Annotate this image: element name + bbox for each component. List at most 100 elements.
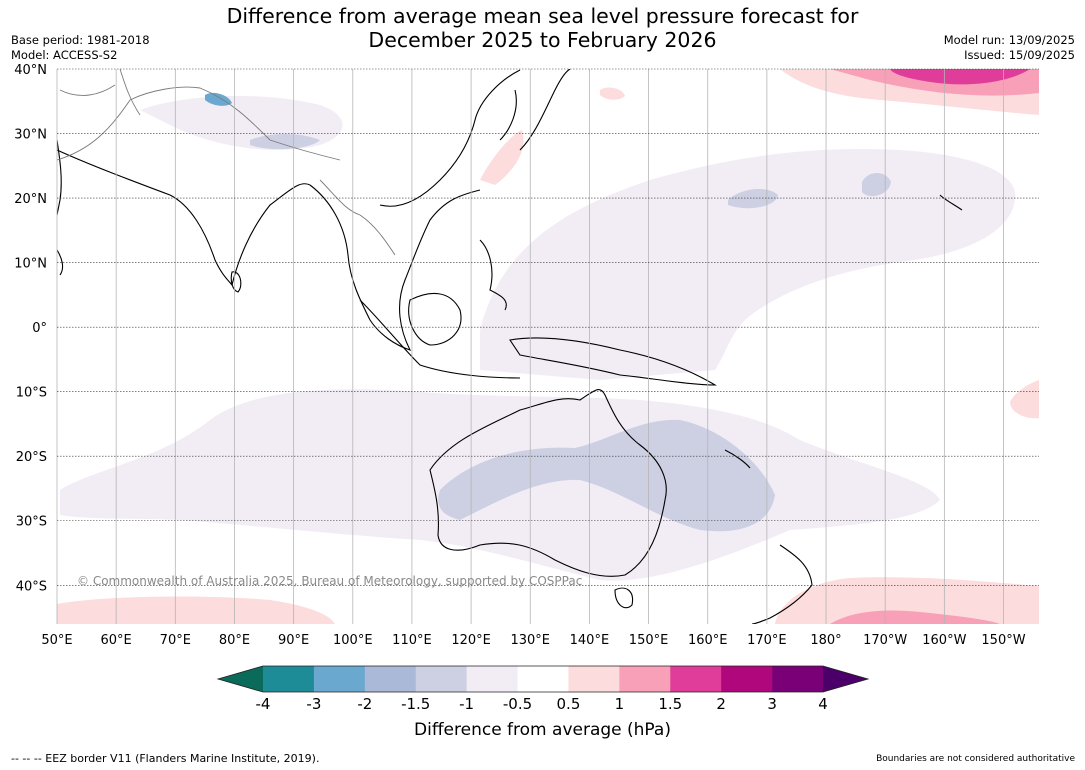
- latitude-tick-label: 40°N: [14, 63, 47, 78]
- boundaries-disclaimer: Boundaries are not considered authoritat…: [876, 754, 1075, 764]
- colorbar-tick-label: 1.5: [658, 695, 682, 713]
- anomaly-fields: [57, 69, 1039, 624]
- map-title: Difference from average mean sea level p…: [0, 4, 1085, 52]
- anomaly-region-pink-light-southwest: [57, 596, 335, 624]
- longitude-tick-label: 90°E: [278, 633, 309, 648]
- colorbar-bin: [517, 666, 569, 692]
- country-borders: [57, 69, 396, 256]
- colorbar-bin: [415, 666, 467, 692]
- longitude-tick-label: 60°E: [101, 633, 132, 648]
- latitude-tick-label: 10°S: [16, 386, 47, 401]
- title-line-1: Difference from average mean sea level p…: [226, 4, 859, 28]
- colorbar-tick-label: 4: [818, 695, 828, 713]
- copyright-notice: © Commonwealth of Australia 2025, Bureau…: [77, 574, 583, 588]
- longitude-tick-label: 150°E: [629, 633, 669, 648]
- longitude-tick-label: 80°E: [219, 633, 250, 648]
- longitude-tick-label: 100°E: [333, 633, 373, 648]
- colorbar-title: Difference from average (hPa): [414, 720, 671, 740]
- anomaly-region-periwinkle-pacific-1: [728, 188, 778, 209]
- colorbar-bin: [466, 666, 518, 692]
- anomaly-region-pink-medium-southeast: [830, 610, 1000, 624]
- colorbar-bin: [670, 666, 722, 692]
- coastline-tasmania: [614, 587, 634, 609]
- longitude-tick-label: 50°E: [41, 633, 72, 648]
- border-south-asia: [57, 86, 341, 161]
- coastlines: [57, 69, 963, 624]
- coastline-sri-lanka: [230, 271, 242, 293]
- colorbar-tick-label: 3: [767, 695, 777, 713]
- graticule: [56, 68, 1039, 624]
- colorbar-tick-label: -1.5: [401, 695, 430, 713]
- anomaly-region-pink-light-japan: [480, 130, 524, 185]
- colorbar-tick-label: -2: [357, 695, 372, 713]
- colorbar-bin: [568, 666, 620, 692]
- anomaly-region-pink-light-taiwan: [600, 87, 625, 100]
- colorbar-tick-label: 0.5: [557, 695, 581, 713]
- coastline-new-guinea: [509, 337, 717, 386]
- anomaly-region-pink-light-southeast: [775, 577, 1039, 624]
- coastline-sumatra-java: [359, 299, 521, 379]
- colorbar-tick-label: -1: [459, 695, 474, 713]
- model-text: Model: ACCESS-S2: [11, 48, 118, 62]
- coastline-australia: [429, 389, 667, 577]
- coastline-se-asia: [309, 184, 481, 351]
- colorbar-bin: [721, 666, 773, 692]
- coastline-new-caledonia: [724, 449, 751, 469]
- colorbar-bin: [364, 666, 417, 692]
- issued-text: Issued: 15/09/2025: [964, 48, 1075, 62]
- anomaly-region-blue-karakoram: [205, 92, 232, 106]
- border-mainland-se-asia: [319, 179, 396, 256]
- coastline-china: [379, 69, 521, 207]
- colorbar-tick-label: -0.5: [503, 695, 532, 713]
- anomaly-region-periwinkle-australia: [438, 419, 775, 532]
- coastline-arabia-africa: [57, 139, 64, 276]
- latitude-tick-label: 0°: [32, 321, 47, 336]
- colorbar-tick-label: -3: [306, 695, 321, 713]
- latitude-tick-label: 40°S: [16, 579, 47, 594]
- anomaly-region-lavender-north: [480, 149, 1016, 380]
- colorbar-tick-label: 2: [716, 695, 726, 713]
- latitude-tick-label: 30°N: [14, 128, 47, 143]
- colorbar-bin: [772, 666, 824, 692]
- title-line-2: December 2025 to February 2026: [368, 28, 717, 52]
- longitude-tick-label: 160°W: [922, 633, 966, 648]
- longitude-tick-label: 110°E: [392, 633, 432, 648]
- latitude-labels: 40°N 30°N 20°N 10°N 0° 10°S 20°S 30°S 40°S: [14, 63, 47, 594]
- meta-left: Base period: 1981-2018 Model: ACCESS-S2: [11, 33, 150, 63]
- anomaly-region-pink-light-east: [1010, 380, 1039, 419]
- eez-border-note: -- -- -- EEZ border V11 (Flanders Marine…: [11, 752, 320, 765]
- coastline-india: [57, 149, 311, 287]
- longitude-tick-label: 130°E: [510, 633, 550, 648]
- colorbar-tick-label: 1: [615, 695, 625, 713]
- coastline-hawaii: [939, 194, 963, 211]
- longitude-tick-label: 160°E: [688, 633, 728, 648]
- anomaly-region-pink-strong-north: [890, 69, 1030, 85]
- colorbar-bin: [313, 666, 366, 692]
- longitude-tick-label: 170°E: [747, 633, 787, 648]
- latitude-tick-label: 30°S: [16, 515, 47, 530]
- longitude-tick-label: 180°: [810, 633, 841, 648]
- anomaly-region-periwinkle-pacific-2: [862, 173, 891, 197]
- border-china-india: [119, 69, 141, 116]
- border-central-asia: [59, 84, 116, 96]
- colorbar-tick-labels: -4 -3 -2 -1.5 -1 -0.5 0.5 1 1.5 2 3 4: [256, 695, 828, 713]
- latitude-tick-label: 20°S: [16, 450, 47, 465]
- longitude-tick-label: 170°W: [863, 633, 907, 648]
- coastline-new-zealand: [751, 544, 813, 624]
- coastline-korea-japan: [499, 69, 571, 151]
- coastline-borneo: [408, 292, 462, 346]
- model-run-text: Model run: 13/09/2025: [943, 33, 1075, 47]
- longitude-tick-label: 70°E: [160, 633, 191, 648]
- meta-right: Model run: 13/09/2025 Issued: 15/09/2025: [944, 33, 1075, 63]
- base-period-text: Base period: 1981-2018: [11, 33, 150, 47]
- colorbar-outline: [216, 665, 870, 693]
- longitude-tick-label: 150°W: [981, 633, 1025, 648]
- longitude-tick-label: 140°E: [570, 633, 610, 648]
- colorbar-extend-low: [218, 666, 263, 692]
- coastline-philippines: [479, 239, 507, 311]
- colorbar-bin: [619, 666, 671, 692]
- longitude-tick-label: 120°E: [451, 633, 491, 648]
- latitude-tick-label: 10°N: [14, 257, 47, 272]
- colorbar-bin: [263, 666, 315, 692]
